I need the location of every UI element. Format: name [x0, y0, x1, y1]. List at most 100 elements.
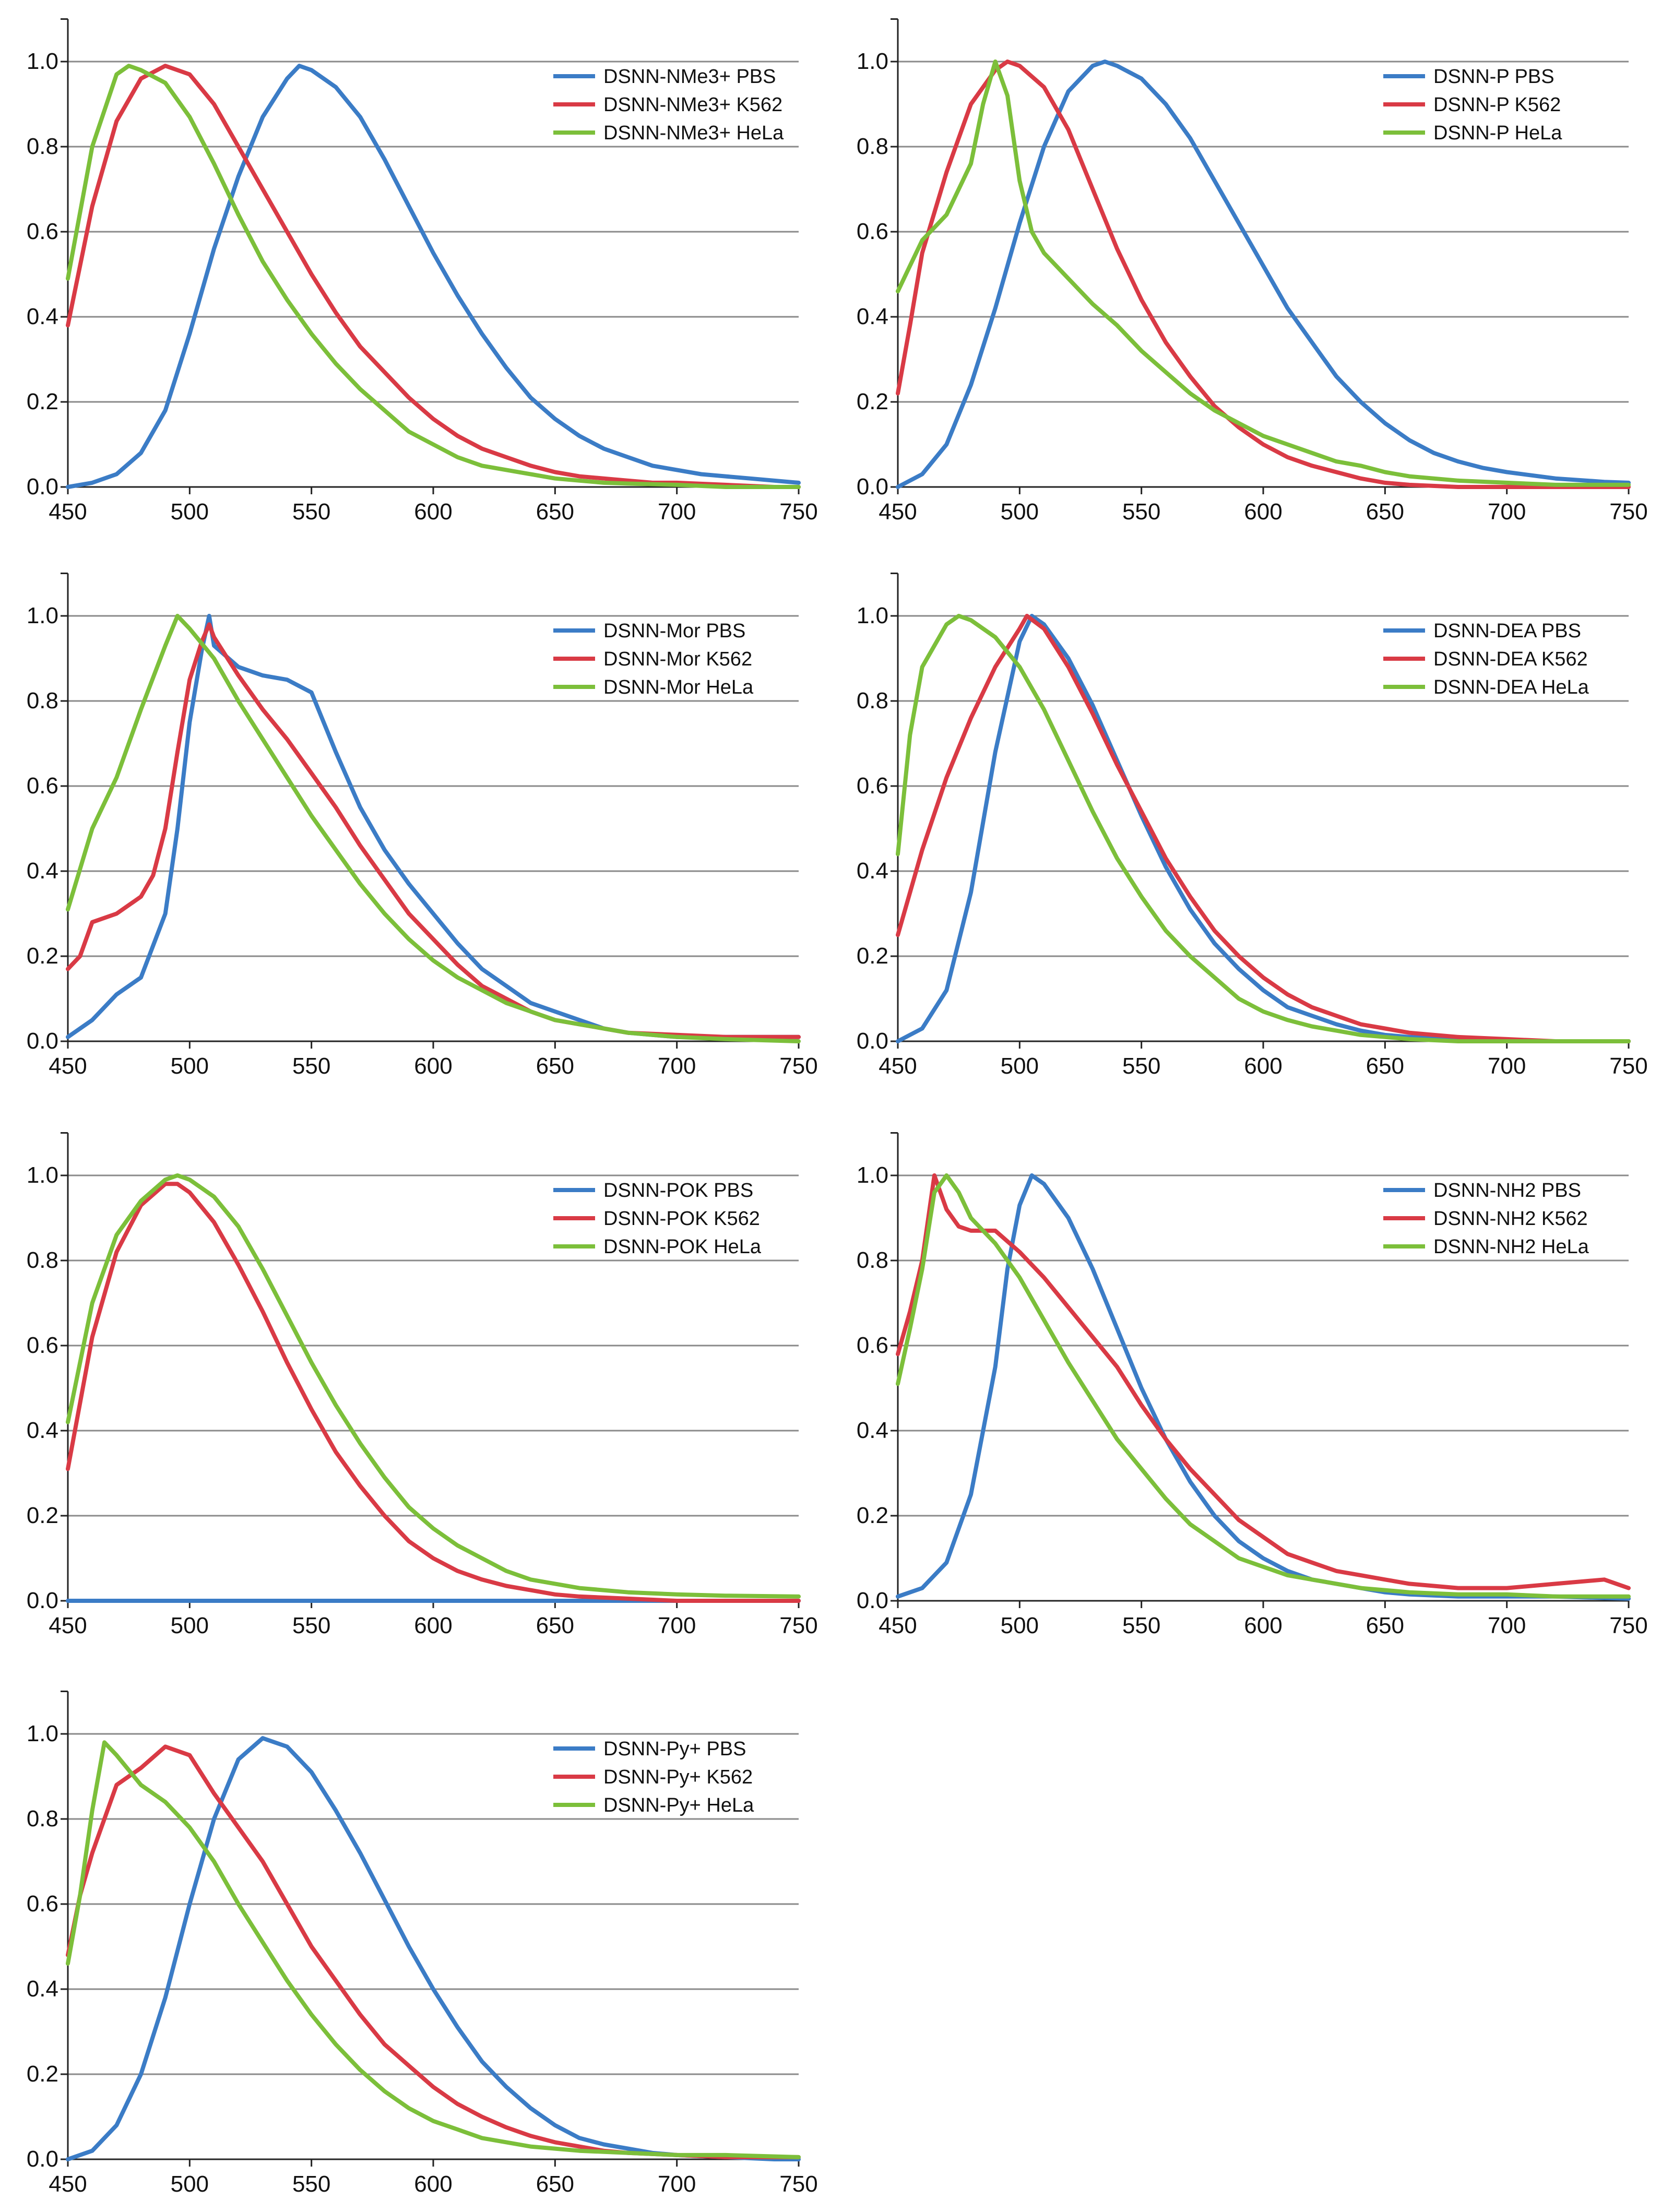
x-tick-label: 450 [49, 1053, 87, 1079]
x-tick-label: 600 [414, 1613, 452, 1638]
x-tick-label: 500 [171, 2171, 209, 2197]
x-tick-label: 700 [1488, 1613, 1526, 1638]
y-tick-label: 0.8 [857, 1247, 888, 1273]
legend-label: DSNN-NH2 K562 [1433, 1208, 1588, 1230]
series-line-1 [896, 60, 1631, 489]
y-tick-label: 0.0 [857, 1028, 888, 1054]
x-tick-label: 750 [1609, 1053, 1647, 1079]
legend-label: DSNN-Py+ K562 [603, 1766, 753, 1788]
x-tick-label: 550 [292, 499, 330, 525]
x-tick-label: 650 [536, 2171, 574, 2197]
x-tick-label: 500 [1001, 1613, 1039, 1638]
y-tick-label: 0.0 [27, 1028, 58, 1054]
x-tick-label: 600 [1244, 499, 1282, 525]
y-tick-label: 0.0 [857, 474, 888, 500]
legend-label: DSNN-DEA PBS [1433, 620, 1581, 642]
series-line-2 [896, 60, 1631, 489]
x-tick-label: 500 [1001, 499, 1039, 525]
x-tick-label: 600 [414, 2171, 452, 2197]
y-tick-label: 0.2 [857, 943, 888, 969]
series-line-2 [896, 614, 1631, 1043]
chart-panel-7: 0.0 0.2 0.4 0.6 0.8 1.0 450 500 550 600 650 700 750 D… [27, 1691, 818, 2197]
y-tick-label: 1.0 [27, 1721, 58, 1746]
x-tick-label: 750 [779, 1613, 817, 1638]
y-tick-label: 0.8 [27, 134, 58, 159]
x-tick-label: 450 [879, 499, 917, 525]
y-tick-label: 1.0 [857, 603, 888, 628]
chart-panel-3: 0.0 0.2 0.4 0.6 0.8 1.0 450 500 550 600 650 700 750 D… [27, 573, 818, 1079]
x-tick-label: 450 [879, 1053, 917, 1079]
y-tick-label: 1.0 [857, 49, 888, 74]
legend-label: DSNN-Mor K562 [603, 648, 752, 670]
chart-panel-5: 0.0 0.2 0.4 0.6 0.8 1.0 450 500 550 600 650 700 750 D… [27, 1132, 818, 1638]
y-tick-label: 0.2 [27, 2061, 58, 2087]
x-tick-label: 600 [1244, 1613, 1282, 1638]
y-tick-label: 0.8 [857, 688, 888, 713]
y-tick-label: 0.4 [857, 304, 888, 329]
x-tick-label: 450 [49, 1613, 87, 1638]
legend-label: DSNN-Py+ PBS [603, 1738, 746, 1760]
y-tick-label: 0.6 [857, 1333, 888, 1358]
x-tick-label: 700 [658, 1053, 696, 1079]
y-tick-label: 0.6 [857, 773, 888, 799]
chart-panel-1: 0.0 0.2 0.4 0.6 0.8 1.0 450 500 550 600 650 700 750 D… [27, 18, 818, 525]
y-tick-label: 0.0 [857, 1588, 888, 1613]
x-tick-label: 650 [1366, 1053, 1404, 1079]
y-tick-label: 1.0 [857, 1162, 888, 1188]
y-tick-label: 0.2 [857, 1503, 888, 1528]
legend-label: DSNN-P PBS [1433, 66, 1555, 88]
x-tick-label: 650 [1366, 1613, 1404, 1638]
x-tick-label: 700 [658, 499, 696, 525]
x-tick-label: 550 [292, 1053, 330, 1079]
y-tick-label: 0.6 [27, 773, 58, 799]
y-tick-label: 0.2 [857, 389, 888, 414]
legend-label: DSNN-POK PBS [603, 1180, 753, 1202]
chart-panel-2: 0.0 0.2 0.4 0.6 0.8 1.0 450 500 550 600 650 700 750 D… [857, 18, 1648, 525]
x-tick-label: 550 [1122, 1613, 1160, 1638]
y-tick-label: 0.2 [27, 943, 58, 969]
x-tick-label: 700 [1488, 1053, 1526, 1079]
legend-label: DSNN-Mor HeLa [603, 676, 754, 698]
legend-label: DSNN-NH2 PBS [1433, 1180, 1581, 1202]
legend-label: DSNN-DEA HeLa [1433, 676, 1589, 698]
series-line-3 [896, 1173, 1631, 1599]
y-tick-label: 0.4 [857, 858, 888, 884]
y-tick-label: 1.0 [27, 49, 58, 74]
x-tick-label: 650 [536, 1053, 574, 1079]
series-line-2 [66, 1182, 801, 1603]
legend-label: DSNN-P K562 [1433, 94, 1561, 116]
x-tick-label: 550 [292, 2171, 330, 2197]
x-tick-label: 550 [292, 1613, 330, 1638]
y-tick-label: 0.8 [27, 688, 58, 713]
y-tick-label: 0.8 [27, 1247, 58, 1273]
series-line-3 [66, 1173, 801, 1599]
x-tick-label: 500 [171, 1053, 209, 1079]
y-tick-label: 0.4 [27, 1976, 58, 2002]
x-tick-label: 750 [1609, 1613, 1647, 1638]
series-line-2 [66, 1744, 801, 2159]
x-tick-label: 450 [49, 499, 87, 525]
series-line-1 [896, 1173, 1631, 1601]
x-tick-label: 650 [1366, 499, 1404, 525]
series-line-2 [896, 1173, 1631, 1590]
x-tick-label: 500 [171, 1613, 209, 1638]
legend-label: DSNN-NMe3+ PBS [603, 66, 776, 88]
series-line-2 [66, 64, 801, 489]
y-tick-label: 0.2 [27, 1503, 58, 1528]
y-tick-label: 1.0 [27, 603, 58, 628]
series-line-3 [66, 614, 801, 1043]
legend-label: DSNN-Mor PBS [603, 620, 745, 642]
y-tick-label: 1.0 [27, 1162, 58, 1188]
y-tick-label: 0.0 [27, 2146, 58, 2172]
legend-label: DSNN-DEA K562 [1433, 648, 1588, 670]
x-tick-label: 650 [536, 1613, 574, 1638]
series-line-1 [66, 1736, 801, 2161]
x-tick-label: 750 [779, 1053, 817, 1079]
x-tick-label: 650 [536, 499, 574, 525]
x-tick-label: 750 [779, 499, 817, 525]
x-tick-label: 750 [779, 2171, 817, 2197]
y-tick-label: 0.4 [27, 1418, 58, 1443]
series-line-3 [896, 60, 1631, 487]
series-line-3 [896, 614, 1631, 1043]
